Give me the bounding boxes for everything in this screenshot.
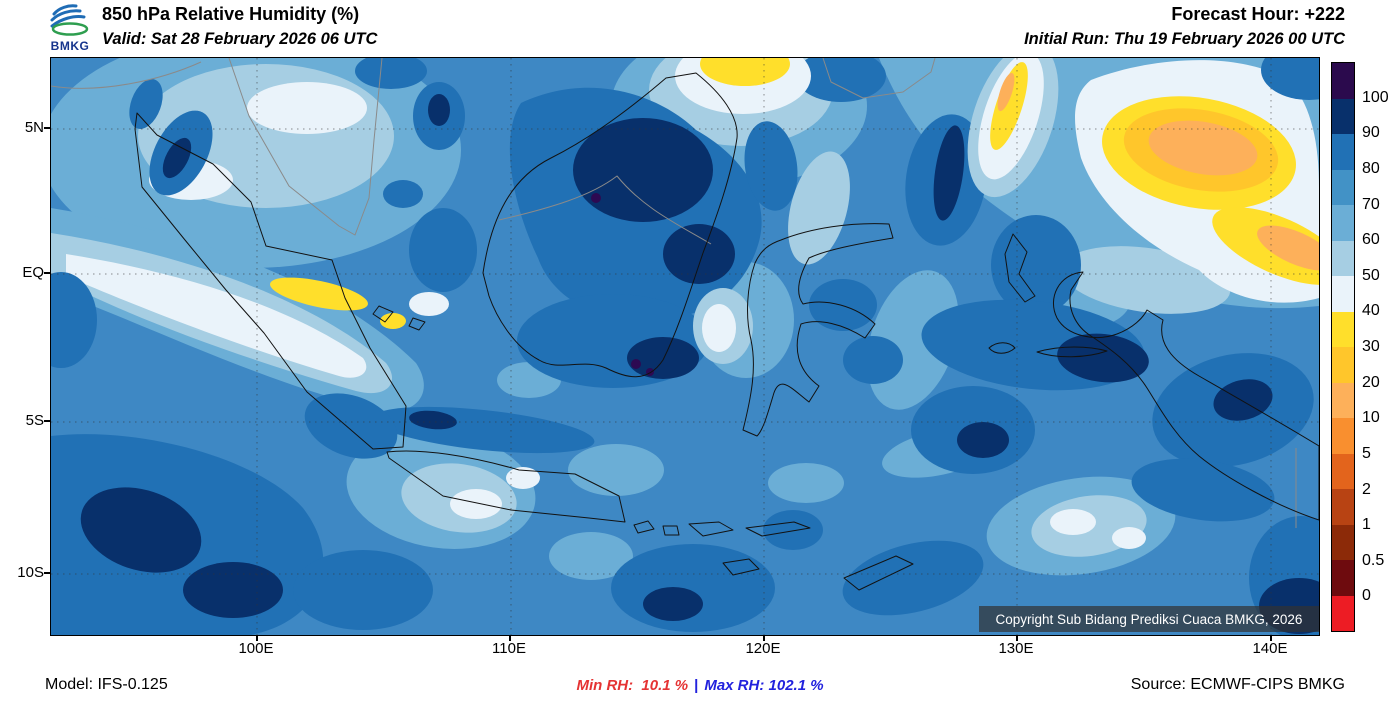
initial-run-label: Initial Run: Thu 19 February 2026 00 UTC <box>1024 30 1345 48</box>
colorbar-segment <box>1332 524 1354 560</box>
colorbar-label: 0.5 <box>1362 551 1385 569</box>
bmkg-logo-icon <box>50 4 89 36</box>
colorbar-label: 1 <box>1362 516 1371 534</box>
colorbar-label: 100 <box>1362 88 1389 106</box>
colorbar-label: 50 <box>1362 266 1380 284</box>
colorbar-segment <box>1332 453 1354 489</box>
minmax-rh: Min RH: 10.1 % | Max RH: 102.1 % <box>576 677 823 694</box>
y-tick-label: 10S <box>17 564 44 581</box>
colorbar-segment <box>1332 98 1354 134</box>
colorbar-label: 40 <box>1362 302 1380 320</box>
colorbar-segment <box>1332 595 1354 631</box>
x-tick-mark <box>1270 635 1272 641</box>
colorbar-label: 10 <box>1362 409 1380 427</box>
y-tick-label: EQ <box>22 264 44 281</box>
graticule <box>51 58 1319 635</box>
y-tick-mark <box>44 272 50 274</box>
y-tick-mark <box>44 127 50 129</box>
copyright-overlay: Copyright Sub Bidang Prediksi Cuaca BMKG… <box>979 606 1319 632</box>
min-rh-label: Min RH: 10.1 % <box>576 677 689 694</box>
source-label: Source: ECMWF-CIPS BMKG <box>1130 676 1345 693</box>
colorbar-label: 5 <box>1362 444 1371 462</box>
colorbar-segment <box>1332 347 1354 383</box>
colorbar-label: 20 <box>1362 373 1380 391</box>
y-tick-label: 5S <box>25 412 44 429</box>
humidity-map-svg: Copyright Sub Bidang Prediksi Cuaca BMKG… <box>51 58 1319 635</box>
y-tick-mark <box>44 420 50 422</box>
colorbar-segment <box>1332 240 1354 276</box>
x-tick-mark <box>256 635 258 641</box>
x-tick-label: 130E <box>998 640 1034 657</box>
minmax-separator: | <box>694 677 699 694</box>
colorbar-segments <box>1331 62 1355 632</box>
colorbar-segment <box>1332 489 1354 525</box>
colorbar-label: 0 <box>1362 587 1371 605</box>
colorbar-segment <box>1332 276 1354 312</box>
model-label: Model: IFS-0.125 <box>45 676 168 693</box>
y-tick-mark <box>44 572 50 574</box>
x-tick-label: 140E <box>1252 640 1288 657</box>
colorbar-segment <box>1332 382 1354 418</box>
colorbar-segment <box>1332 63 1354 99</box>
colorbar-segment <box>1332 418 1354 454</box>
colorbar-label: 80 <box>1362 159 1380 177</box>
x-tick-mark <box>509 635 511 641</box>
x-tick-label: 110E <box>492 640 526 657</box>
humidity-map: Copyright Sub Bidang Prediksi Cuaca BMKG… <box>50 57 1320 636</box>
max-rh-label: Max RH: 102.1 % <box>704 677 824 694</box>
x-tick-mark <box>763 635 765 641</box>
colorbar-label: 90 <box>1362 124 1380 142</box>
colorbar-segment <box>1332 169 1354 205</box>
colorbar-segment <box>1332 560 1354 596</box>
coastlines <box>134 72 1319 591</box>
bmkg-logo-text: BMKG <box>50 39 90 53</box>
x-tick-mark <box>1016 635 1018 641</box>
colorbar-label: 70 <box>1362 195 1380 213</box>
colorbar-segment <box>1332 134 1354 170</box>
x-tick-label: 100E <box>238 640 274 657</box>
colorbar-segment <box>1332 311 1354 347</box>
page-title: 850 hPa Relative Humidity (%) <box>102 4 360 24</box>
colorbar-segment <box>1332 205 1354 241</box>
colorbar-label: 2 <box>1362 480 1371 498</box>
bmkg-logo: BMKG <box>42 2 98 53</box>
rh-contours <box>51 58 1319 635</box>
country-borders <box>51 58 1297 528</box>
x-tick-label: 120E <box>745 640 781 657</box>
run-info: Forecast Hour: +222 Initial Run: Thu 19 … <box>1024 4 1345 49</box>
y-tick-label: 5N <box>24 119 44 136</box>
forecast-hour-label: Forecast Hour: +222 <box>1171 4 1345 24</box>
colorbar-label: 60 <box>1362 231 1380 249</box>
copyright-text: Copyright Sub Bidang Prediksi Cuaca BMKG… <box>996 612 1303 627</box>
valid-time-label: Valid: Sat 28 February 2026 06 UTC <box>102 30 378 48</box>
colorbar-labels: 100 90 80 70 60 50 40 30 20 10 5 2 1 0.5 0 <box>1362 62 1400 632</box>
colorbar-label: 30 <box>1362 338 1380 355</box>
